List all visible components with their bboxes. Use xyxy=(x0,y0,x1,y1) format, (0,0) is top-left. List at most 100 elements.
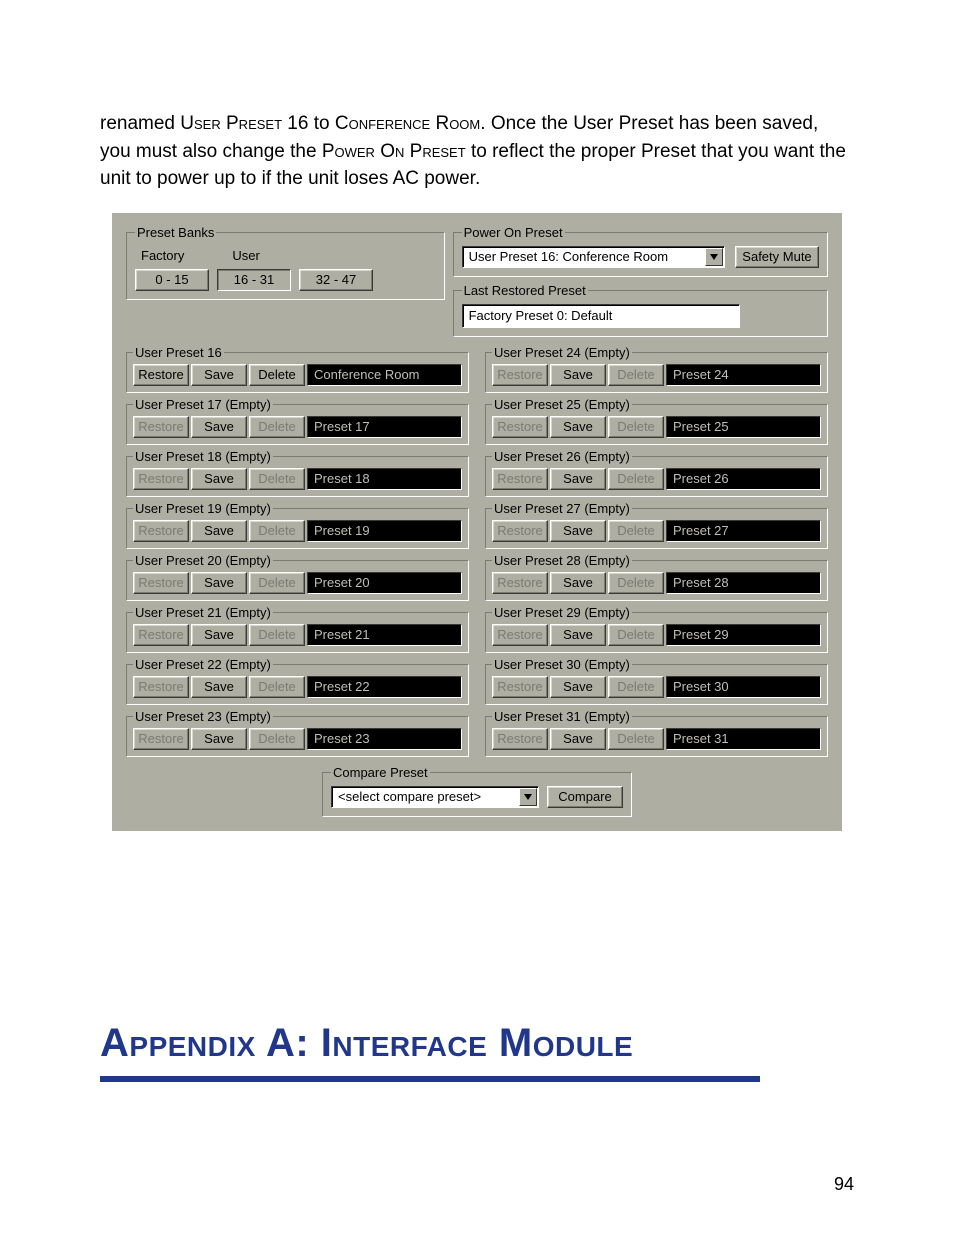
preset-banks-legend: Preset Banks xyxy=(135,225,216,240)
para-seg-2: 16 to xyxy=(282,113,335,134)
save-button[interactable]: Save xyxy=(550,572,606,594)
preset-legend: User Preset 24 (Empty) xyxy=(492,345,632,360)
save-button[interactable]: Save xyxy=(191,572,247,594)
preset-slot: User Preset 18 (Empty)RestoreSaveDeleteP… xyxy=(126,449,469,497)
preset-slot: User Preset 26 (Empty)RestoreSaveDeleteP… xyxy=(485,449,828,497)
para-smallcaps-2: Conference Room xyxy=(335,113,480,134)
preset-manager-panel: Preset Banks Factory User 0 - 15 16 - 31 3… xyxy=(112,213,842,831)
preset-name-field[interactable]: Preset 26 xyxy=(666,468,821,490)
preset-slot: User Preset 16 RestoreSaveDeleteConferenc… xyxy=(126,345,469,393)
appendix-rule xyxy=(100,1076,760,1082)
save-button[interactable]: Save xyxy=(191,728,247,750)
preset-name-field[interactable]: Preset 19 xyxy=(307,520,462,542)
preset-name-field[interactable]: Preset 29 xyxy=(666,624,821,646)
compare-preset-group: Compare Preset <select compare preset> C… xyxy=(322,765,632,817)
delete-button: Delete xyxy=(249,572,305,594)
preset-slot: User Preset 25 (Empty)RestoreSaveDeleteP… xyxy=(485,397,828,445)
appendix-heading: Appendix A: Interface Module xyxy=(100,1021,854,1066)
delete-button: Delete xyxy=(608,624,664,646)
restore-button[interactable]: Restore xyxy=(133,364,189,386)
preset-slot: User Preset 29 (Empty)RestoreSaveDeleteP… xyxy=(485,605,828,653)
preset-name-field[interactable]: Preset 17 xyxy=(307,416,462,438)
preset-name-field[interactable]: Preset 24 xyxy=(666,364,821,386)
preset-name-field[interactable]: Preset 20 xyxy=(307,572,462,594)
save-button[interactable]: Save xyxy=(191,468,247,490)
restore-button: Restore xyxy=(133,624,189,646)
save-button[interactable]: Save xyxy=(550,364,606,386)
save-button[interactable]: Save xyxy=(550,624,606,646)
chevron-down-icon[interactable] xyxy=(705,248,723,266)
chevron-down-icon[interactable] xyxy=(519,788,537,806)
preset-legend: User Preset 20 (Empty) xyxy=(133,553,273,568)
delete-button[interactable]: Delete xyxy=(249,364,305,386)
save-button[interactable]: Save xyxy=(550,520,606,542)
save-button[interactable]: Save xyxy=(191,676,247,698)
preset-slot: User Preset 28 (Empty) RestoreSaveDeleteP… xyxy=(485,553,828,601)
save-button[interactable]: Save xyxy=(191,520,247,542)
power-on-preset-dropdown[interactable]: User Preset 16: Conference Room xyxy=(462,246,725,268)
restore-button: Restore xyxy=(133,416,189,438)
restore-button: Restore xyxy=(133,676,189,698)
save-button[interactable]: Save xyxy=(550,676,606,698)
preset-slot: User Preset 27 (Empty)RestoreSaveDeleteP… xyxy=(485,501,828,549)
page-number: 94 xyxy=(834,1174,854,1195)
preset-name-field[interactable]: Preset 23 xyxy=(307,728,462,750)
last-restored-value: Factory Preset 0: Default xyxy=(462,304,740,328)
power-on-preset-legend: Power On Preset xyxy=(462,225,565,240)
safety-mute-button[interactable]: Safety Mute xyxy=(735,246,819,268)
restore-button: Restore xyxy=(133,728,189,750)
preset-slot: User Preset 17 (Empty)RestoreSaveDeleteP… xyxy=(126,397,469,445)
bank-button-0-15[interactable]: 0 - 15 xyxy=(135,269,209,291)
preset-name-field[interactable]: Preset 27 xyxy=(666,520,821,542)
preset-slot: User Preset 23 (Empty)RestoreSaveDeleteP… xyxy=(126,709,469,757)
restore-button: Restore xyxy=(492,572,548,594)
save-button[interactable]: Save xyxy=(191,416,247,438)
delete-button: Delete xyxy=(249,728,305,750)
preset-slot: User Preset 24 (Empty) RestoreSaveDeleteP… xyxy=(485,345,828,393)
restore-button: Restore xyxy=(492,468,548,490)
para-smallcaps-1: User Preset xyxy=(180,113,282,134)
preset-legend: User Preset 29 (Empty) xyxy=(492,605,632,620)
para-smallcaps-3: Power On Preset xyxy=(322,141,466,162)
user-label: User xyxy=(232,248,259,263)
preset-slot: User Preset 20 (Empty)RestoreSaveDeleteP… xyxy=(126,553,469,601)
preset-legend: User Preset 16 xyxy=(133,345,224,360)
restore-button: Restore xyxy=(492,728,548,750)
preset-name-field[interactable]: Preset 22 xyxy=(307,676,462,698)
compare-button[interactable]: Compare xyxy=(547,786,623,808)
preset-legend: User Preset 30 (Empty) xyxy=(492,657,632,672)
preset-legend: User Preset 27 (Empty) xyxy=(492,501,632,516)
bank-button-32-47[interactable]: 32 - 47 xyxy=(299,269,373,291)
preset-slot: User Preset 19 (Empty)RestoreSaveDeleteP… xyxy=(126,501,469,549)
preset-name-field[interactable]: Preset 21 xyxy=(307,624,462,646)
bank-button-16-31[interactable]: 16 - 31 xyxy=(217,269,291,291)
compare-preset-dropdown[interactable]: <select compare preset> xyxy=(331,786,539,808)
restore-button: Restore xyxy=(492,364,548,386)
preset-name-field[interactable]: Preset 31 xyxy=(666,728,821,750)
delete-button: Delete xyxy=(249,416,305,438)
delete-button: Delete xyxy=(608,572,664,594)
save-button[interactable]: Save xyxy=(191,364,247,386)
save-button[interactable]: Save xyxy=(550,416,606,438)
preset-legend: User Preset 28 (Empty) xyxy=(492,553,632,568)
preset-name-field[interactable]: Preset 30 xyxy=(666,676,821,698)
save-button[interactable]: Save xyxy=(550,728,606,750)
restore-button: Restore xyxy=(133,520,189,542)
body-paragraph: renamed User Preset 16 to Conference Roo… xyxy=(100,110,854,193)
delete-button: Delete xyxy=(249,468,305,490)
factory-label: Factory xyxy=(141,248,184,263)
preset-name-field[interactable]: Conference Room xyxy=(307,364,462,386)
save-button[interactable]: Save xyxy=(550,468,606,490)
delete-button: Delete xyxy=(249,624,305,646)
save-button[interactable]: Save xyxy=(191,624,247,646)
compare-preset-legend: Compare Preset xyxy=(331,765,430,780)
delete-button: Delete xyxy=(249,676,305,698)
preset-name-field[interactable]: Preset 18 xyxy=(307,468,462,490)
delete-button: Delete xyxy=(608,468,664,490)
preset-name-field[interactable]: Preset 25 xyxy=(666,416,821,438)
power-on-preset-value: User Preset 16: Conference Room xyxy=(469,249,668,264)
preset-name-field[interactable]: Preset 28 xyxy=(666,572,821,594)
restore-button: Restore xyxy=(492,520,548,542)
preset-legend: User Preset 22 (Empty) xyxy=(133,657,273,672)
delete-button: Delete xyxy=(608,364,664,386)
